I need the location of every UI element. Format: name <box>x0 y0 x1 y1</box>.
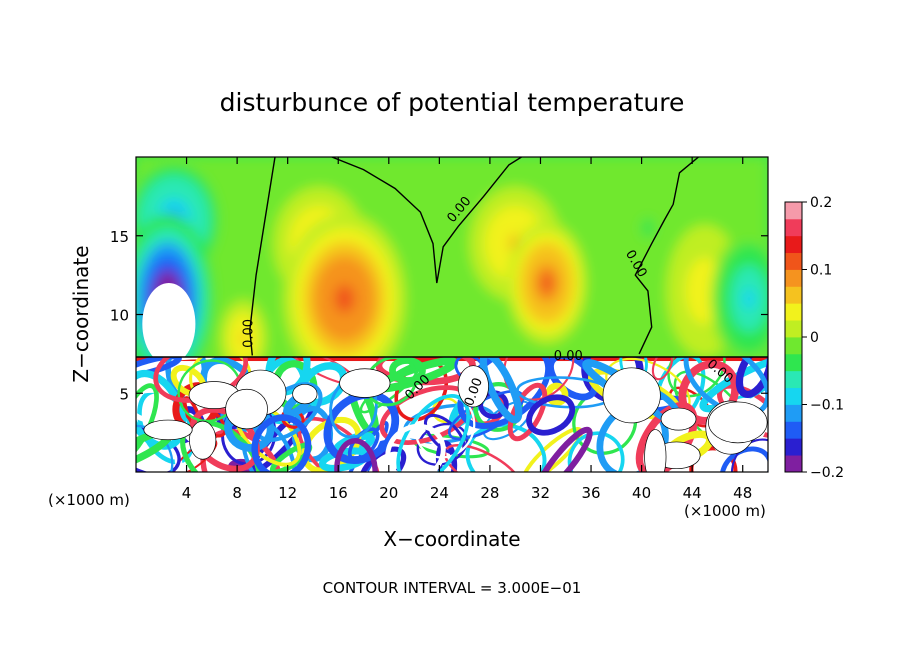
turbulence-band <box>424 413 466 456</box>
colorbar-swatch <box>785 303 802 321</box>
colorbar-tick-label: −0.2 <box>810 465 844 481</box>
colorbar-swatch <box>785 421 802 439</box>
vortex-core <box>143 419 193 441</box>
turbulence-band <box>385 423 446 472</box>
vortex-core <box>644 429 667 472</box>
vortex-core <box>660 407 697 431</box>
field-patch <box>641 218 655 238</box>
plot-area: 0.000.000.000.00 0.000.00 0.00 <box>135 156 769 473</box>
turbulence-band <box>136 424 174 472</box>
colorbar-swatch <box>785 235 802 254</box>
turbulence-band <box>251 414 312 472</box>
y-tick-label: 10 <box>110 307 129 325</box>
lower-field <box>136 357 768 472</box>
field-patch <box>742 287 756 310</box>
vortex-core <box>189 420 217 460</box>
turbulence-band <box>715 450 758 472</box>
x-tick-label: 44 <box>683 484 702 502</box>
field-patch <box>142 283 196 360</box>
colorbar-swatch <box>785 286 802 304</box>
x-tick-label: 28 <box>480 484 499 502</box>
colorbar-tick-label: −0.1 <box>810 398 844 414</box>
y-tick-label: 5 <box>119 385 129 403</box>
x-tick-label: 12 <box>278 484 297 502</box>
contour-line <box>634 157 699 355</box>
x-axis-label: X−coordinate <box>383 527 520 551</box>
x-unit-right: (×1000 m) <box>684 502 766 520</box>
vortex-core <box>339 368 391 398</box>
turbulence-band <box>730 438 768 472</box>
vortex-core <box>225 388 268 430</box>
y-tick-label: 15 <box>110 228 129 246</box>
x-tick-label: 16 <box>329 484 348 502</box>
vortex-core <box>457 365 489 408</box>
colorbar-swatch <box>785 353 802 372</box>
y-axis-label: Z−coordinate <box>69 245 93 382</box>
colorbar-swatch <box>785 218 802 237</box>
x-tick-label: 32 <box>531 484 550 502</box>
colorbar: 0.2 0.1 0 −0.1 −0.2 <box>784 195 844 481</box>
x-unit-left: (×1000 m) <box>48 491 130 509</box>
colorbar-swatch <box>785 370 802 389</box>
turbulence-band <box>334 438 378 472</box>
vortex-core <box>292 383 318 405</box>
colorbar-swatch <box>785 202 802 220</box>
field-patch <box>431 270 447 296</box>
turbulence-band <box>526 394 576 436</box>
colorbar-swatch <box>785 269 802 287</box>
colorbar-swatch <box>785 438 802 456</box>
turbulence-band <box>577 431 634 472</box>
x-tick-label: 20 <box>379 484 398 502</box>
upper-field <box>136 157 768 360</box>
colorbar-tick-label: 0.2 <box>810 195 832 211</box>
turbulence-band <box>567 431 625 472</box>
field-patch <box>540 272 554 294</box>
colorbar-tick-label: 0 <box>810 330 819 346</box>
turbulence-band <box>534 426 593 472</box>
field-patch <box>239 331 248 345</box>
contour-label: 0.00 <box>554 349 583 364</box>
contour-line <box>331 157 522 284</box>
turbulence-band <box>479 357 523 424</box>
field-patch <box>334 284 355 313</box>
contour-line <box>249 157 276 356</box>
turbulence-band <box>651 357 674 381</box>
x-tick-label: 48 <box>733 484 752 502</box>
contour-interval-note: CONTOUR INTERVAL = 3.000E−01 <box>323 579 582 597</box>
x-tick-label: 36 <box>581 484 600 502</box>
colorbar-tick-label: 0.1 <box>810 263 832 279</box>
chart-title: disturbunce of potential temperature <box>220 88 685 117</box>
contour-lines <box>136 157 768 358</box>
turbulence-band <box>735 357 768 398</box>
x-tick-label: 40 <box>632 484 651 502</box>
field-patch <box>698 279 712 302</box>
contour-label: 0.00 <box>241 319 256 348</box>
colorbar-swatch <box>785 387 802 405</box>
turbulence-band <box>683 357 768 417</box>
vortex-core <box>602 367 661 424</box>
x-tick-label: 8 <box>232 484 242 502</box>
colorbar-swatch <box>785 337 802 355</box>
x-tick-label: 4 <box>182 484 192 502</box>
colorbar-swatch <box>785 404 802 422</box>
colorbar-swatch <box>785 320 802 338</box>
colorbar-swatch <box>785 455 802 473</box>
vortex-core <box>708 401 768 444</box>
colorbar-swatch <box>785 252 802 270</box>
turbulence-band <box>667 357 726 398</box>
x-tick-label: 24 <box>430 484 449 502</box>
